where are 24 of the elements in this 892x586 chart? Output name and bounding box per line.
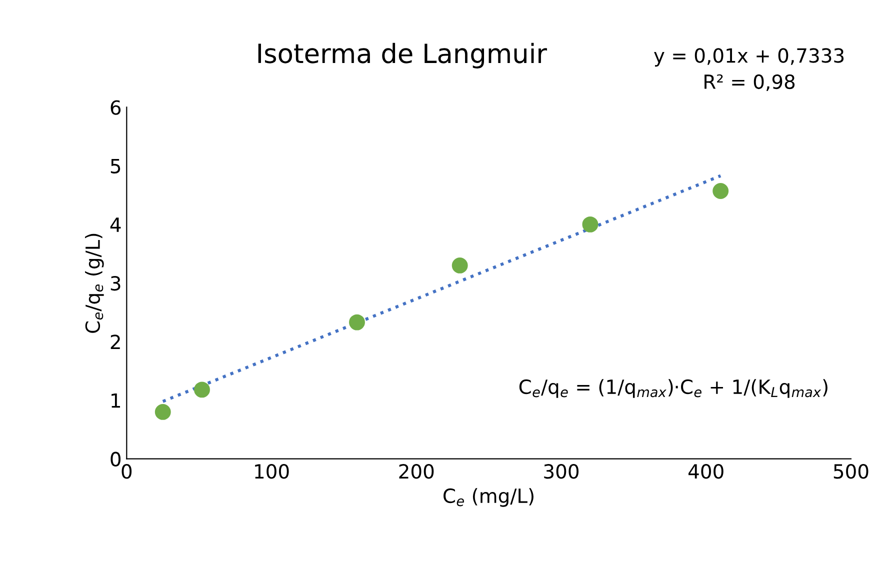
y-tick-label: 1 xyxy=(112,393,120,408)
x-axis-title: C$_{e}$ (mg/L) xyxy=(444,488,534,507)
y-tick-label: 5 xyxy=(110,159,120,174)
y-tick-label: 2 xyxy=(110,334,120,350)
x-tick-label: 300 xyxy=(544,464,579,479)
y-tick-label: 3 xyxy=(110,276,120,291)
y-tick-label: 4 xyxy=(110,218,121,232)
y-axis-title: C$_{e}$/q$_{e}$ (g/L) xyxy=(85,234,104,333)
y-tick-label: 0 xyxy=(110,452,121,466)
point xyxy=(194,382,210,398)
point xyxy=(154,404,171,420)
point xyxy=(582,216,598,232)
x-tick-label: 100 xyxy=(255,464,289,479)
x-tick-label: 0 xyxy=(122,464,132,479)
text: C$_{e}$/q$_{e}$ = (1/q$_{max}$)·C$_{e}$ + 1/(K$_{L}$q$_{max}$) xyxy=(519,379,828,398)
chart-title: Isoterma de Langmuir xyxy=(258,42,548,68)
x-tick-label: 200 xyxy=(399,464,434,479)
x-tick-label: 400 xyxy=(688,464,724,479)
point xyxy=(349,314,365,330)
x-tick-label: 500 xyxy=(834,464,868,479)
text: y = 0,01x + 0,7333 R² = 0,98 xyxy=(654,48,844,92)
point xyxy=(712,183,729,200)
y-tick-label: 6 xyxy=(110,100,121,115)
point xyxy=(452,257,468,274)
